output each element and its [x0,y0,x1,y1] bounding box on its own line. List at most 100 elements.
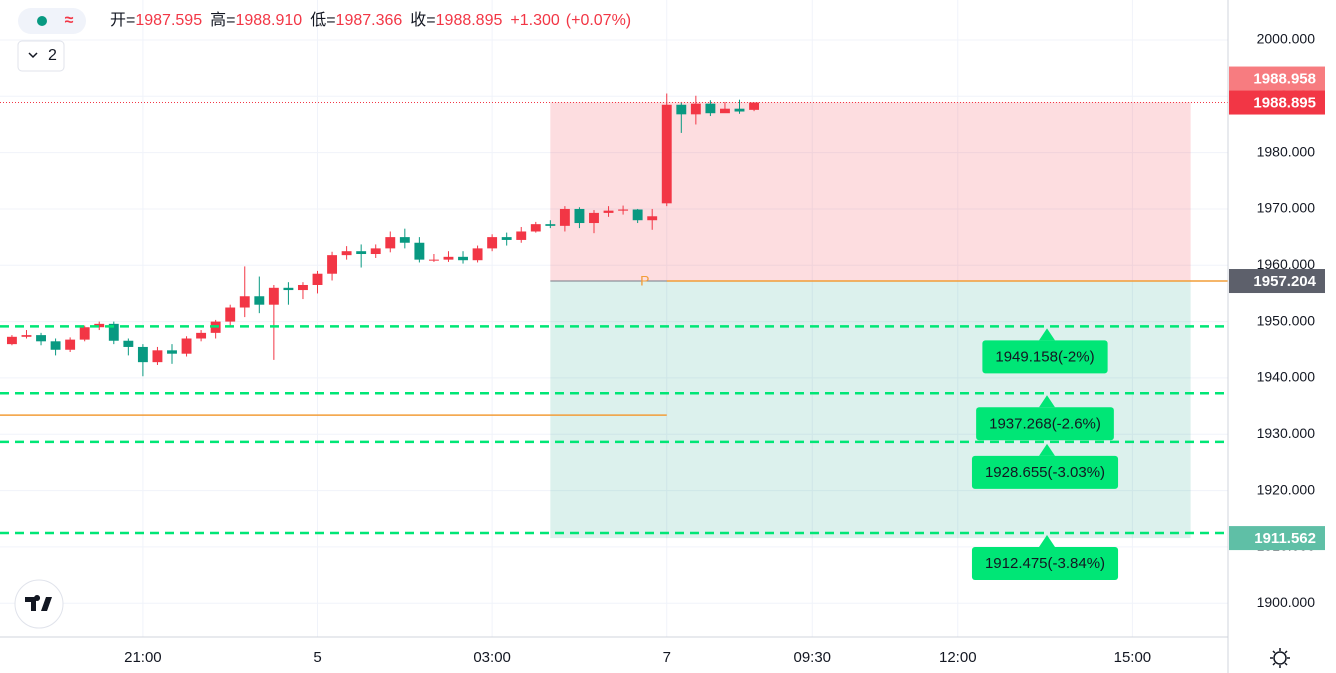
y-tick-label: 1950.000 [1257,312,1316,328]
candle-body [123,340,134,347]
y-tick-label: 1920.000 [1257,481,1316,497]
target-pointer [1039,443,1055,456]
ohlc-value: 1987.595 [135,12,202,29]
ohlc-value: 1987.366 [336,12,403,29]
target-label: 1949.158(-2%) [995,348,1094,365]
candle-body [341,251,352,256]
ohlc-label: 高= [210,11,235,29]
change: +1.300 [510,12,559,29]
y-tick-label: 1960.000 [1257,256,1316,272]
x-tick-label: 09:30 [793,649,831,666]
candle-body [676,104,687,115]
candle-body [370,248,381,255]
axes: 1900.0001910.0001920.0001930.0001940.000… [124,31,1325,666]
candle-body [705,103,716,114]
candle-body [487,237,498,249]
y-tick-label: 1970.000 [1257,200,1316,216]
candle-body [137,346,148,363]
candle-body [283,287,294,291]
target-label: 1937.268(-2.6%) [989,415,1101,432]
target-box [971,455,1119,489]
target-pointer [1039,395,1055,408]
target-label: 1928.655(-3.03%) [985,464,1105,481]
ohlc-value: 1988.895 [436,12,503,29]
change-pct: (+0.07%) [566,12,631,29]
y-tick-label: 1900.000 [1257,594,1316,610]
candle-body [268,287,279,305]
ohlc-header: 开=1987.595 高=1988.910 低=1987.366 收=1988.895… [110,11,631,29]
ohlc-label: 开= [110,12,135,29]
y-tick-label: 1940.000 [1257,369,1316,385]
price-label-bg [1229,269,1325,294]
candle-body [647,216,658,221]
candle-body [530,224,541,232]
settings-icon[interactable] [1270,648,1290,668]
x-tick-label: 03:00 [473,649,511,666]
candles [6,93,760,377]
candle-body [632,209,643,221]
candle-body [167,350,177,354]
price-label: 1988.895 [1253,95,1316,112]
candle-body [749,102,760,110]
candle-body [356,251,367,255]
symbol-pill[interactable] [18,8,86,34]
y-tick-label: 1930.000 [1257,425,1316,441]
candle-body [458,256,468,261]
price-label-bg [1229,66,1325,91]
candle-body [428,259,439,261]
candle-body [574,208,585,224]
collapse-button[interactable] [17,40,65,72]
candle-body [239,296,250,308]
price-label: 1988.958 [1253,71,1316,88]
candle-body [327,255,338,274]
candle-body [312,273,323,285]
price-label-bg [1229,526,1325,551]
candle-body [196,332,207,339]
x-tick-label: 12:00 [939,649,977,666]
target-label: 1912.475(-3.84%) [985,555,1105,572]
target-box [976,407,1114,441]
candle-body [734,108,745,112]
x-tick-label: 21:00 [124,649,162,666]
candle-body [79,327,90,340]
candle-body [414,242,425,260]
candle-body [559,208,570,226]
stop-zone [550,102,1191,282]
candle-body [254,296,265,305]
price-label: 1957.204 [1253,273,1316,290]
candle-body [589,212,599,224]
candle-body [21,335,32,337]
candle-body [516,231,527,240]
price-label: 1911.562 [1254,530,1316,547]
candle-body [661,104,672,204]
target-box [982,340,1108,374]
y-tick-label: 2000.000 [1257,31,1316,47]
candle-body [603,210,614,213]
target-box [971,546,1119,580]
candle-body [385,237,396,249]
candle-body [94,323,105,328]
candle-body [6,336,17,345]
grid [0,0,1228,637]
candle-body [65,339,76,350]
x-tick-label: 7 [663,649,671,666]
logo-mark [25,595,52,611]
collapsed-count: 2 [48,47,57,64]
x-tick-label: 15:00 [1114,649,1152,666]
candle-body [690,103,701,115]
candle-body [108,323,119,341]
candle-body [399,237,410,243]
logo[interactable] [14,579,64,629]
candle-body [501,237,512,240]
candle-body [618,209,629,211]
entry-marker: P [640,273,649,289]
overlay: P 1949.158(-2%) 1937.268(-2.6%) 1928.655(-3… [0,102,1228,580]
candle-body [152,350,163,363]
price-label-bg [1229,90,1325,115]
target-pointer [1039,328,1055,341]
chevron-icon [28,52,38,59]
wave-icon: ≈ [65,12,74,29]
ohlc-value: 1988.910 [235,12,302,29]
candle-body [472,248,483,261]
